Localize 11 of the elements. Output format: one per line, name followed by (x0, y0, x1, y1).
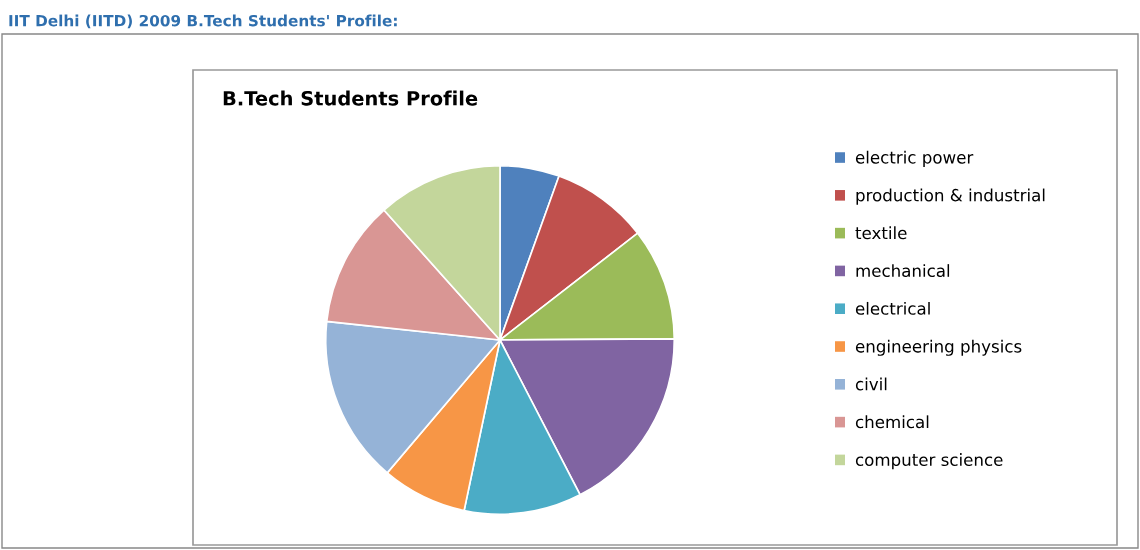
legend-label: mechanical (856, 264, 950, 278)
legend-label: electric power (855, 150, 974, 167)
legend-label: production & industrial (856, 188, 1045, 205)
legend-label: engineering physics (855, 339, 1022, 356)
chart-subtitle: B.Tech Students Profile (223, 90, 478, 106)
legend-label: chemical (855, 415, 929, 429)
legend-label: electrical (855, 301, 930, 315)
legend-label: computer science (855, 453, 1003, 470)
legend-label: civil (855, 377, 887, 391)
legend-label: textile (855, 226, 907, 240)
text: IIT Delhi (IITD) 2009 B.Tech Students' Profile: (9, 14, 397, 29)
